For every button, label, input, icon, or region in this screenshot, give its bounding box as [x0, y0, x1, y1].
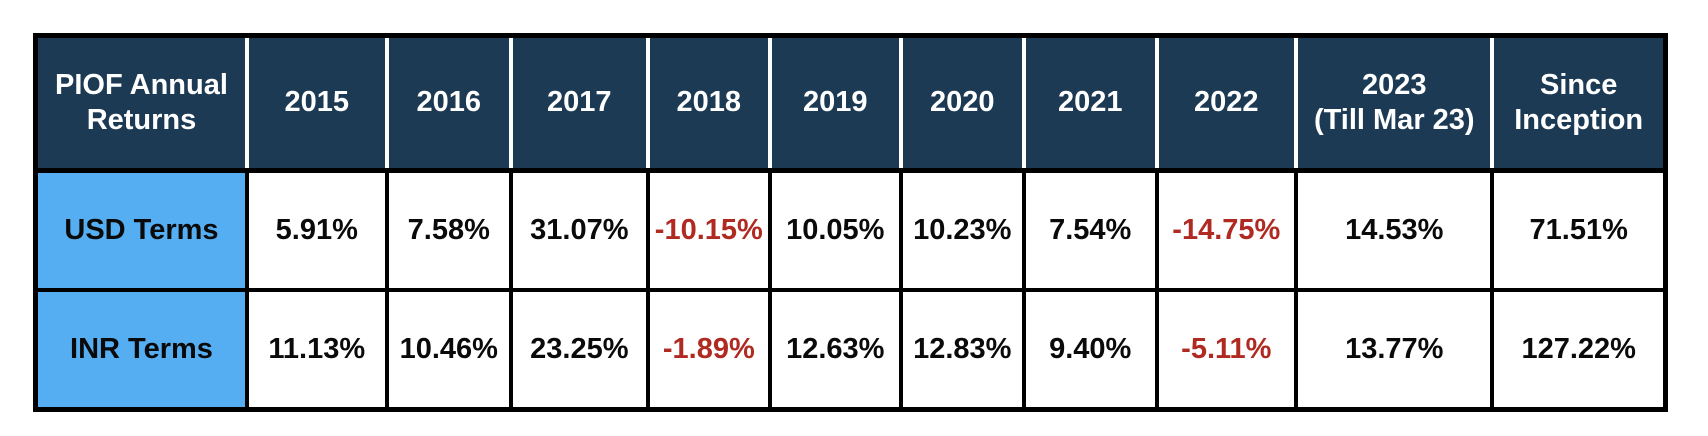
header-cell-2015: 2015	[244, 35, 387, 173]
returns-table-container: PIOF Annual Returns 2015 2016 2017 2018 …	[33, 33, 1668, 412]
row-label-usd-terms: USD Terms	[33, 168, 249, 292]
header-cell-2023: 2023 (Till Mar 23)	[1294, 35, 1493, 173]
cell-usd-2020: 10.23%	[898, 168, 1026, 292]
cell-inr-2015: 11.13%	[244, 288, 389, 412]
header-cell-since-inception: Since Inception	[1490, 35, 1666, 173]
cell-usd-2022: -14.75%	[1154, 168, 1299, 292]
row-label-inr-terms: INR Terms	[33, 288, 249, 412]
header-cell-2017: 2017	[509, 35, 648, 173]
table-row-usd: USD Terms 5.91% 7.58% 31.07% -10.15% 10.…	[33, 168, 1668, 292]
header-cell-2022: 2022	[1154, 35, 1297, 173]
returns-table: PIOF Annual Returns 2015 2016 2017 2018 …	[33, 33, 1668, 412]
cell-inr-2018: -1.89%	[645, 288, 773, 412]
cell-inr-2021: 9.40%	[1021, 288, 1159, 412]
cell-inr-2020: 12.83%	[898, 288, 1026, 412]
cell-usd-since-inception: 71.51%	[1490, 168, 1668, 292]
cell-usd-2019: 10.05%	[768, 168, 903, 292]
header-cell-2020: 2020	[898, 35, 1024, 173]
table-header-row: PIOF Annual Returns 2015 2016 2017 2018 …	[35, 35, 1666, 173]
header-cell-2018: 2018	[645, 35, 771, 173]
header-cell-title: PIOF Annual Returns	[35, 35, 247, 173]
cell-usd-2023: 14.53%	[1294, 168, 1495, 292]
header-cell-2021: 2021	[1021, 35, 1157, 173]
header-cell-2016: 2016	[384, 35, 512, 173]
cell-inr-2022: -5.11%	[1154, 288, 1299, 412]
table-row-inr: INR Terms 11.13% 10.46% 23.25% -1.89% 12…	[33, 288, 1668, 412]
cell-inr-2023: 13.77%	[1294, 288, 1495, 412]
cell-usd-2017: 31.07%	[509, 168, 650, 292]
cell-usd-2021: 7.54%	[1021, 168, 1159, 292]
cell-usd-2016: 7.58%	[384, 168, 514, 292]
cell-usd-2015: 5.91%	[244, 168, 389, 292]
cell-inr-2017: 23.25%	[509, 288, 650, 412]
cell-usd-2018: -10.15%	[645, 168, 773, 292]
cell-inr-since-inception: 127.22%	[1490, 288, 1668, 412]
header-cell-2019: 2019	[768, 35, 901, 173]
cell-inr-2019: 12.63%	[768, 288, 903, 412]
cell-inr-2016: 10.46%	[384, 288, 514, 412]
